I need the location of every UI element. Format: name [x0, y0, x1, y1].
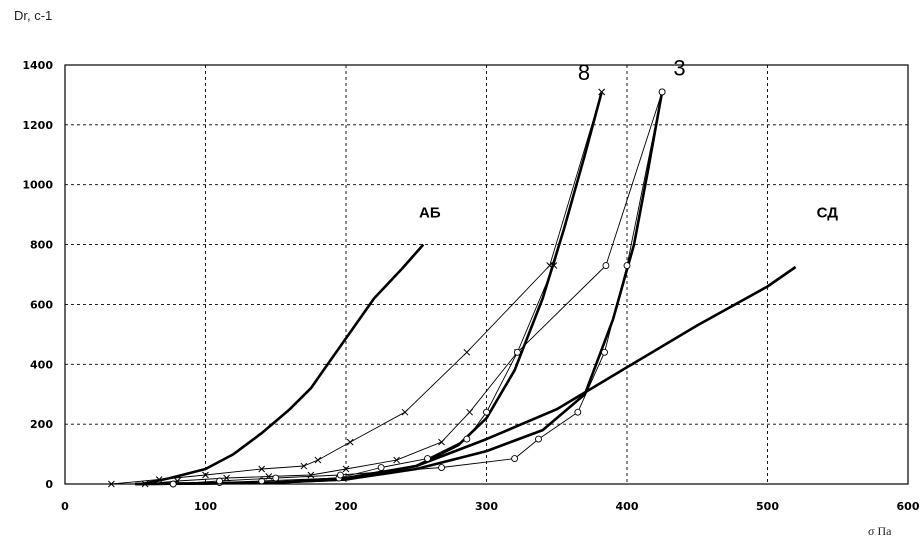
series-marker-circle	[602, 262, 610, 269]
series-marker-circle	[272, 474, 280, 482]
curve-label: СД	[817, 205, 839, 222]
series-marker-circle	[438, 464, 445, 471]
y-axis-label: Dr, с-1	[14, 8, 53, 23]
series-marker-circle	[658, 88, 666, 96]
series-marker-circle	[169, 480, 177, 488]
series-marker-circle	[216, 477, 224, 485]
x-tick-label: 200	[335, 500, 358, 513]
series-marker-x	[202, 471, 209, 479]
series-marker-x	[223, 474, 230, 482]
series-line-5	[111, 91, 603, 485]
y-tick-label: 1000	[22, 179, 53, 192]
series-line-6	[145, 91, 603, 485]
series-marker-circle	[513, 348, 521, 356]
series-marker-circle	[574, 408, 582, 416]
series-marker-x	[258, 465, 266, 473]
series-marker-circle	[463, 435, 471, 443]
series-line-8	[173, 91, 663, 485]
series-marker-x	[463, 348, 471, 356]
x-tick-label: 600	[897, 500, 920, 513]
series-marker-circle	[511, 455, 519, 463]
curve-label: 3	[673, 55, 685, 80]
series-marker-circle	[377, 464, 385, 471]
series-marker-x	[393, 456, 400, 464]
series-line-1	[142, 243, 425, 486]
x-tick-label: 500	[756, 500, 779, 513]
series-marker-x	[346, 438, 354, 446]
y-tick-label: 400	[30, 358, 53, 371]
y-tick-label: 0	[45, 478, 53, 491]
series-marker-circle	[258, 477, 266, 485]
series-marker-circle	[483, 408, 490, 416]
x-tick-label: 0	[61, 500, 69, 513]
series-marker-x	[598, 88, 606, 96]
series-marker-x	[108, 480, 115, 488]
series-marker-x	[314, 456, 322, 464]
x-axis-label: σ Па	[868, 524, 892, 538]
y-tick-label: 800	[30, 239, 53, 252]
series-marker-circle	[623, 262, 631, 269]
series-marker-x	[307, 471, 315, 479]
series-marker-circle	[601, 348, 608, 356]
curve-label: АБ	[419, 205, 441, 222]
series-marker-circle	[336, 471, 344, 479]
y-tick-label: 200	[30, 418, 53, 431]
curve-label: 8	[578, 60, 590, 85]
series-marker-x	[342, 465, 350, 473]
series-marker-circle	[424, 455, 431, 463]
series-marker-x	[438, 438, 445, 446]
y-tick-label: 1200	[22, 119, 53, 132]
series-marker-x	[155, 476, 163, 483]
series-marker-x	[550, 262, 558, 269]
x-tick-label: 100	[194, 500, 217, 513]
series-marker-x	[141, 480, 149, 488]
series-marker-x	[401, 408, 409, 416]
series-line-7	[219, 91, 663, 483]
x-tick-label: 300	[475, 500, 498, 513]
series-line-2	[135, 265, 797, 486]
y-tick-label: 1400	[22, 59, 53, 72]
series-marker-x	[300, 462, 308, 470]
y-tick-label: 600	[30, 298, 53, 311]
series-marker-circle	[535, 435, 542, 443]
x-tick-label: 400	[616, 500, 639, 513]
series-marker-x	[466, 408, 473, 416]
